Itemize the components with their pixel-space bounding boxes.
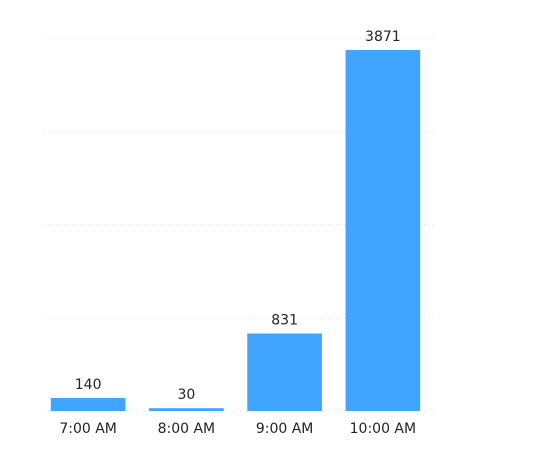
x-tick-label: 9:00 AM <box>256 421 314 437</box>
data-label: 831 <box>271 313 298 329</box>
data-label: 140 <box>75 377 102 393</box>
x-tick-label: 8:00 AM <box>158 421 216 437</box>
bar <box>50 397 126 411</box>
bar <box>247 333 322 411</box>
x-tick-label: 10:00 AM <box>350 421 416 437</box>
data-label: 3871 <box>365 29 401 45</box>
bar <box>149 408 224 411</box>
x-tick-label: 7:00 AM <box>59 421 117 437</box>
data-label: 30 <box>177 387 195 403</box>
bar <box>345 50 421 412</box>
